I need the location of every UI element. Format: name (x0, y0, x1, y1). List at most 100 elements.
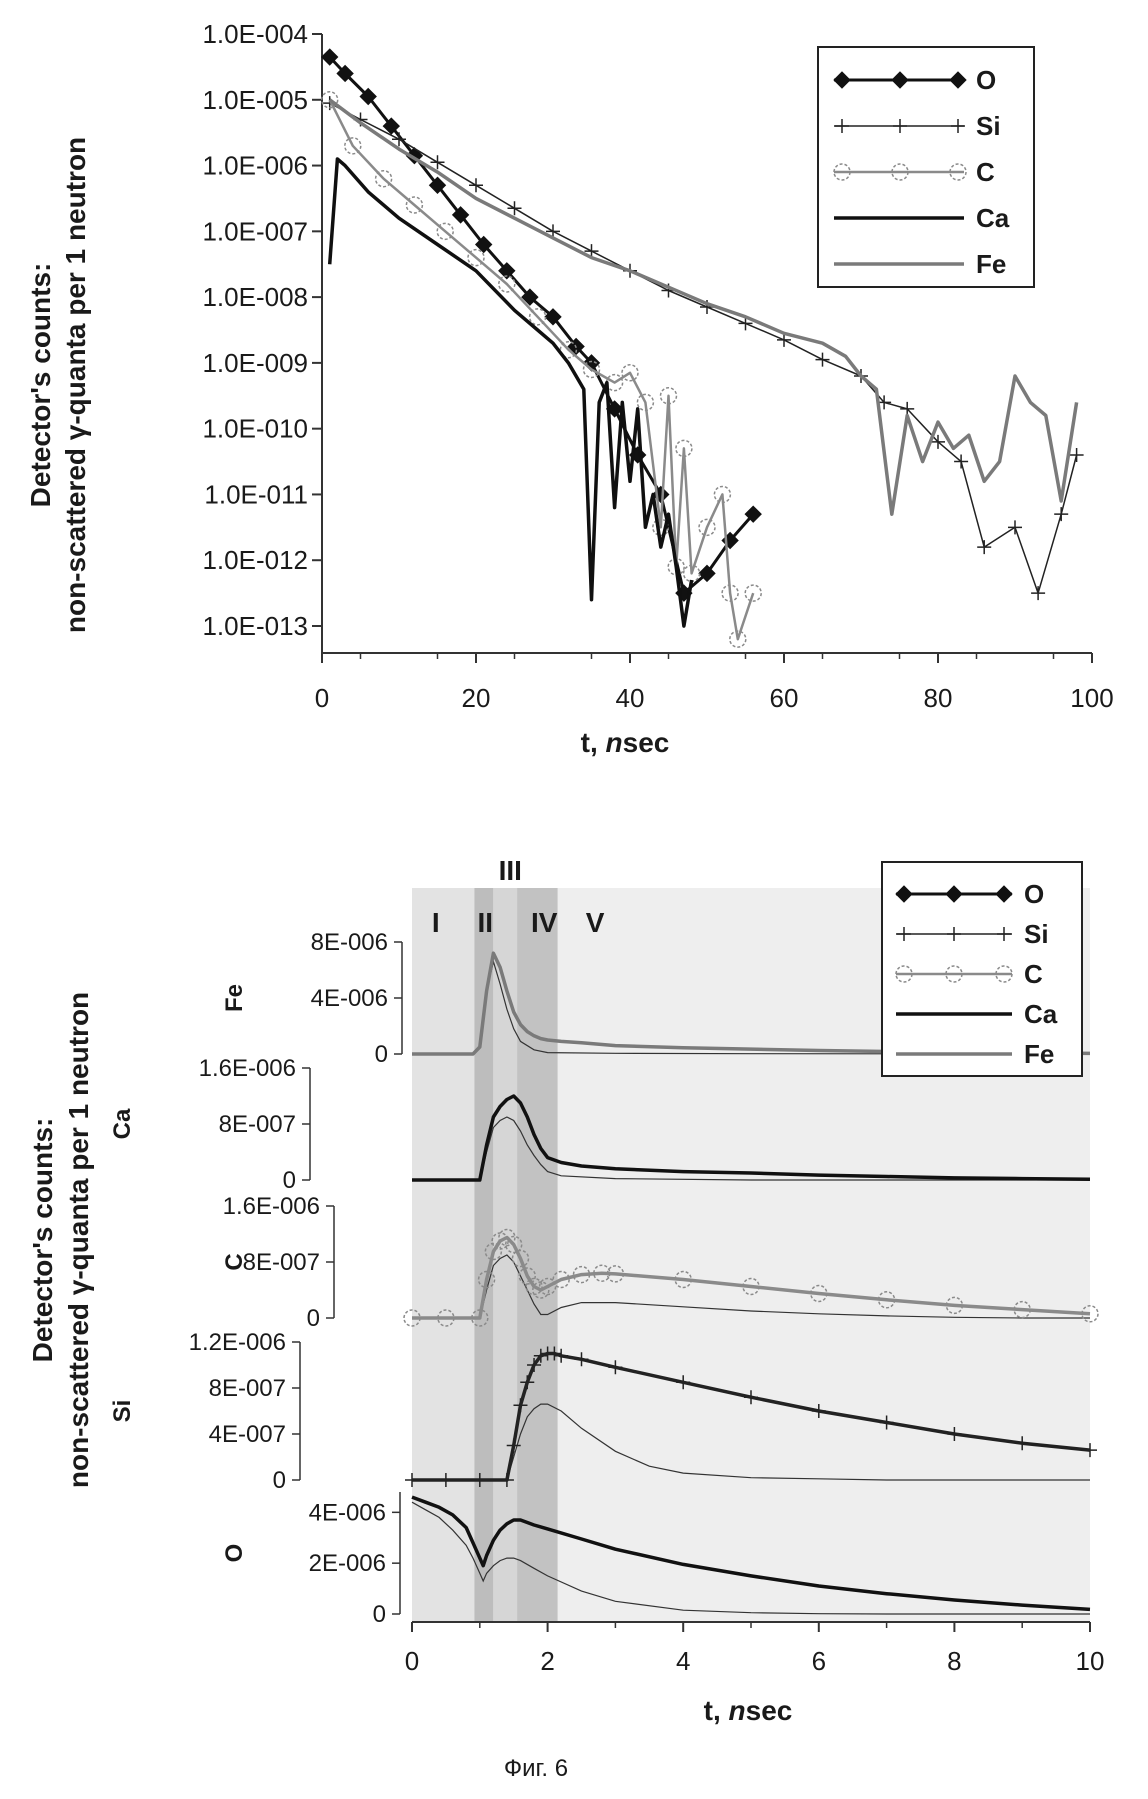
top-series-o-point (498, 262, 516, 280)
bottom-x-tick-label: 8 (947, 1646, 961, 1676)
subplot-ca: 1.6E-006 8E-007 0 Ca (109, 1055, 1091, 1194)
top-series-c-point (729, 630, 747, 648)
top-series-c-point (605, 373, 624, 392)
top-x-tick-label: 40 (616, 683, 645, 713)
top-x-tick-label: 60 (770, 683, 799, 713)
top-series-c-point (528, 308, 547, 326)
subplot-c-point (518, 1267, 537, 1285)
top-y-tick-label: 1.0E-010 (202, 414, 308, 444)
top-series-c-point (436, 222, 454, 241)
top-y-tick-label: 1.0E-004 (202, 19, 308, 49)
bottom-legend-label-ca: Ca (1024, 999, 1058, 1029)
subplot-si-point (499, 1473, 514, 1487)
region-label-iii: III (499, 855, 522, 886)
top-series-c-point (498, 275, 516, 293)
subplot-c-point (498, 1228, 516, 1247)
subplot-c-y-tick-label: 0 (307, 1305, 320, 1332)
subplot-c-reference-line (412, 1254, 1090, 1319)
bottom-legend-box (881, 861, 1083, 1077)
top-series-c-point (374, 169, 393, 188)
subplot-si-point (520, 1375, 535, 1390)
subplot-c-point (471, 1309, 489, 1327)
top-y-axis-title-line2: non-scattered γ-quanta per 1 neutron (60, 137, 91, 633)
top-legend-label-o: O (976, 65, 996, 95)
bottom-legend-label-fe: Fe (1024, 1039, 1054, 1069)
subplot-ca-line (412, 1094, 1091, 1182)
top-series-fe-line (328, 98, 1079, 516)
region-band-3 (493, 888, 518, 1622)
top-series-c-point (405, 196, 424, 214)
subplot-c-point (606, 1265, 625, 1283)
region-band-2 (474, 888, 494, 1622)
bottom-x-tick-label: 2 (540, 1646, 554, 1676)
top-series-si-point (815, 352, 830, 367)
top-series-o-point (428, 176, 447, 194)
top-y-tick-label: 1.0E-011 (204, 479, 308, 509)
subplot-si-point (676, 1375, 691, 1390)
subplot-c-point (511, 1249, 530, 1268)
bottom-legend-marker-c (895, 965, 913, 983)
top-y-tick-label: 1.0E-008 (202, 282, 308, 312)
bottom-y-axis-title-line1: Detector's counts: (27, 1118, 58, 1363)
top-series-ca-line (327, 157, 694, 628)
top-series-si-point (1069, 447, 1084, 462)
region-band-4 (517, 888, 558, 1622)
top-y-axis-title-line1: Detector's counts: (25, 263, 56, 508)
top-series-c-point (659, 387, 678, 405)
top-series-c-point (721, 584, 739, 602)
subplot-c-point (572, 1265, 591, 1284)
top-legend-marker-o (949, 71, 967, 89)
subplot-si-point (533, 1348, 548, 1363)
subplot-c-point (538, 1277, 557, 1296)
top-series-c-point (698, 518, 716, 537)
subplot-o-y-tick-label: 2E-006 (309, 1550, 386, 1577)
subplot-o: 4E-006 2E-006 0 O (221, 1492, 1091, 1628)
bottom-legend-label-o: O (1024, 879, 1044, 909)
top-legend-marker-o (891, 71, 909, 89)
top-series-c-point (636, 393, 655, 412)
subplot-c-y-tick-label: 8E-007 (243, 1249, 320, 1276)
top-series-c-line (328, 99, 755, 641)
bottom-x-axis-title: t, nsec (704, 1695, 793, 1726)
subplot-o-y-tick-label: 0 (373, 1601, 386, 1628)
top-series-o-point (382, 117, 401, 135)
top-series-c-point (621, 364, 639, 382)
bottom-legend-marker-si (897, 927, 911, 941)
subplot-si-reference-line (412, 1403, 1090, 1481)
subplot-c-point (877, 1291, 896, 1309)
bottom-legend: O Si C Ca Fe (881, 861, 1083, 1077)
top-legend-marker-si (835, 119, 849, 133)
bottom-legend-marker-si (997, 927, 1011, 941)
subplot-si-point (1083, 1443, 1097, 1458)
subplot-si-point (1015, 1436, 1030, 1451)
top-legend-marker-si (893, 119, 907, 133)
subplot-si-point (608, 1360, 623, 1375)
top-x-tick-label: 100 (1070, 683, 1113, 713)
region-band-1 (412, 888, 475, 1622)
top-series-si-point (469, 178, 483, 193)
top-series-c-point (467, 248, 485, 267)
top-legend-marker-si (951, 119, 965, 133)
subplot-si-point (547, 1346, 562, 1361)
top-y-tick-label: 1.0E-007 (202, 216, 308, 246)
top-series-c-point (344, 137, 362, 155)
top-series-si-point (507, 201, 522, 216)
top-series-si-point (1054, 507, 1069, 522)
subplot-c-line (412, 1235, 1091, 1320)
subplot-c-point (437, 1309, 455, 1327)
subplot-ca-y-tick-label: 1.6E-006 (199, 1055, 296, 1082)
top-legend: O Si C Ca Fe (817, 46, 1035, 288)
top-series-o-point (744, 505, 762, 523)
top-y-tick-label: 1.0E-005 (202, 85, 308, 115)
top-legend-marker-c (891, 163, 909, 181)
subplot-fe-y-tick-label: 0 (375, 1041, 388, 1068)
top-legend-label-fe: Fe (976, 249, 1006, 279)
subplot-o-line (411, 1495, 1091, 1612)
subplot-fe-label: Fe (221, 984, 248, 1012)
bottom-legend-label-c: C (1024, 959, 1043, 989)
subplot-c-point (945, 1296, 964, 1315)
subplot-fe-line (412, 951, 1091, 1056)
top-series-c-point (675, 439, 693, 458)
bottom-legend-marker-si (947, 927, 961, 941)
subplot-si-point (554, 1348, 569, 1363)
